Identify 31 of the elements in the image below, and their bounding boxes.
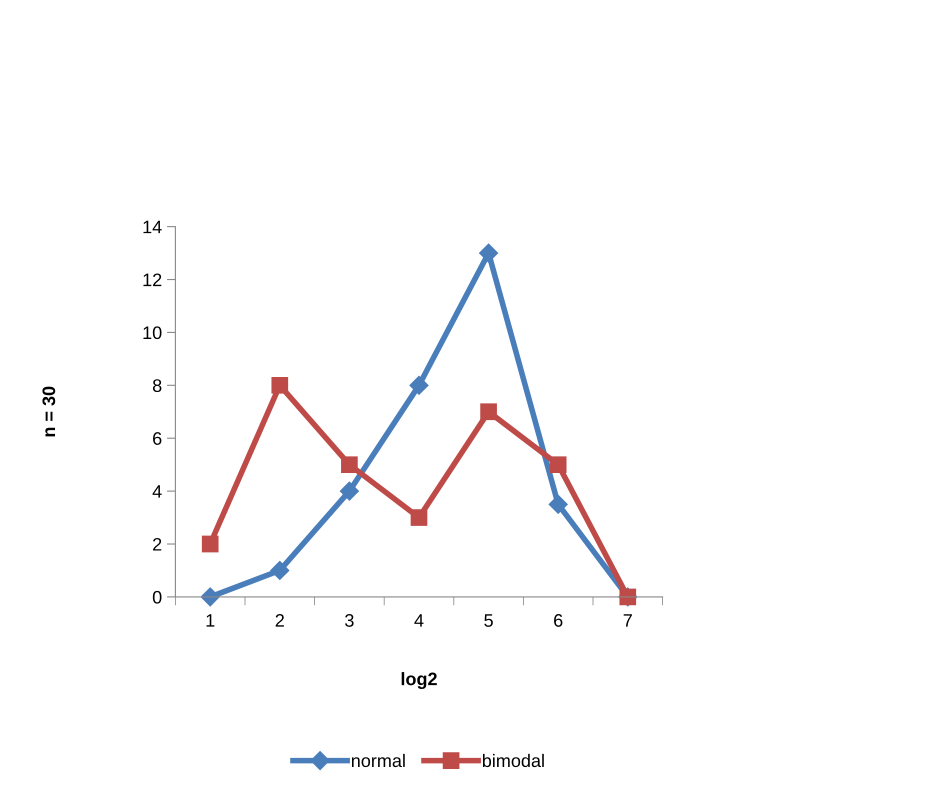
y-tick-label: 14 [143,220,162,234]
y-axis-title: n = 30 [42,386,56,436]
x-tick-label: 3 [345,614,354,627]
x-tick-label: 5 [484,614,493,627]
y-tick-label: 10 [143,326,162,340]
x-tick-label: 7 [624,614,632,627]
y-tick-label: 4 [152,485,162,498]
point [410,509,428,526]
x-axis-title: log2 [402,672,437,689]
point [271,376,288,394]
point [340,482,359,501]
point [341,456,358,473]
y-tick-label: 8 [152,379,162,392]
point [550,456,567,473]
x-tick-label: 1 [206,614,214,627]
y-tick-label: 2 [153,538,162,551]
x-tick-label: 4 [414,614,424,627]
legend-label: normal [352,754,405,768]
point [480,403,497,420]
point [200,587,220,606]
point [202,536,219,552]
point [270,560,290,580]
x-tick-label: 2 [276,614,284,627]
y-tick-label: 6 [153,432,162,445]
y-tick-label: 12 [143,273,162,286]
y-tick-label: 0 [152,590,162,604]
point [548,494,568,514]
x-tick-label: 6 [554,614,562,627]
point [479,244,498,263]
legend-label: bimodal [482,754,544,768]
point [409,376,429,395]
